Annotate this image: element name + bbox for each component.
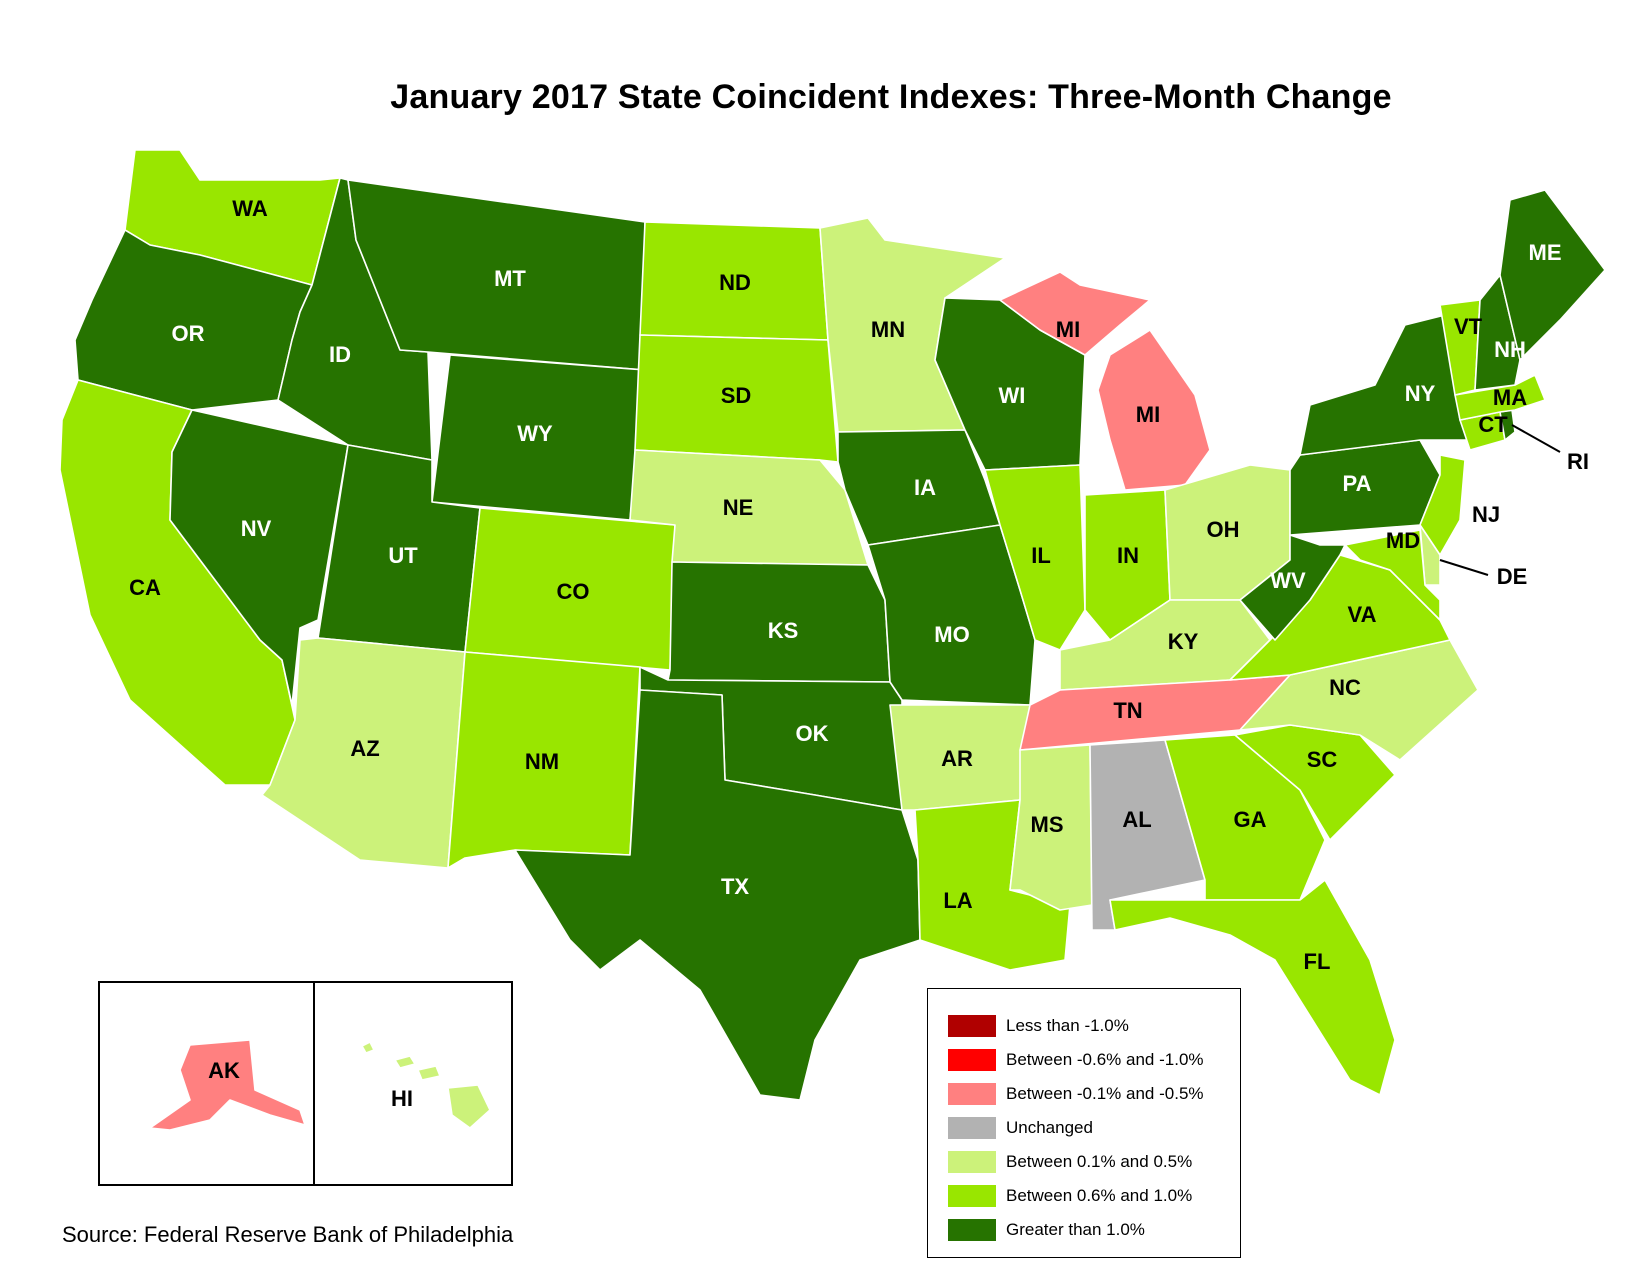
label-wi: WI [999,383,1026,408]
label-ri: RI [1567,449,1589,474]
label-mi: MI [1136,402,1160,427]
label-ga: GA [1234,807,1267,832]
legend: Less than -1.0% Between -0.6% and -1.0% Be… [927,988,1241,1258]
legend-label: Unchanged [1006,1118,1093,1137]
leader-line-de [1439,559,1489,576]
label-ak: AK [208,1058,240,1083]
label-hi: HI [391,1086,413,1111]
label-id: ID [329,342,351,367]
label-sc: SC [1307,747,1338,772]
label-me: ME [1529,240,1562,265]
legend-row: Less than -1.0% [928,1009,1240,1043]
label-ar: AR [941,746,973,771]
label-ms: MS [1031,812,1064,837]
label-nc: NC [1329,675,1361,700]
legend-label: Greater than 1.0% [1006,1220,1145,1239]
label-nv: NV [241,516,272,541]
state-me[interactable] [1499,189,1606,361]
label-de: DE [1497,564,1528,589]
label-oh: OH [1207,517,1240,542]
label-ut: UT [388,543,418,568]
state-md[interactable] [1344,529,1441,621]
label-tn: TN [1113,698,1142,723]
legend-swatch [948,1015,996,1037]
label-in: IN [1117,543,1139,568]
legend-label: Between -0.1% and -0.5% [1006,1084,1204,1103]
state-nc[interactable] [1239,639,1479,761]
label-al: AL [1122,807,1151,832]
label-nm: NM [525,749,559,774]
legend-swatch [948,1117,996,1139]
label-nj: NJ [1472,502,1500,527]
legend-swatch [948,1083,996,1105]
label-la: LA [943,888,972,913]
label-or: OR [172,321,205,346]
label-va: VA [1348,602,1377,627]
label-mi-upper: MI [1056,317,1080,342]
label-mn: MN [871,317,905,342]
label-pa: PA [1343,471,1372,496]
state-ma[interactable] [1454,374,1546,421]
legend-label: Less than -1.0% [1006,1016,1129,1035]
label-md: MD [1386,528,1420,553]
label-fl: FL [1304,949,1331,974]
label-mo: MO [934,622,969,647]
map-title: January 2017 State Coincident Indexes: T… [390,78,1392,116]
legend-row: Between -0.6% and -1.0% [928,1043,1240,1077]
state-tx[interactable] [514,689,921,1101]
legend-row: Between 0.6% and 1.0% [928,1179,1240,1213]
legend-swatch [948,1049,996,1071]
state-nh[interactable] [1474,274,1521,391]
leader-line-ri [1511,424,1561,453]
label-nh: NH [1494,337,1526,362]
label-ct: CT [1478,412,1508,437]
label-az: AZ [350,736,379,761]
source-note: Source: Federal Reserve Bank of Philadel… [62,1222,514,1247]
legend-swatch [948,1151,996,1173]
label-ok: OK [796,721,829,746]
label-ma: MA [1493,385,1527,410]
legend-label: Between 0.1% and 0.5% [1006,1152,1193,1171]
label-vt: VT [1454,314,1483,339]
label-ny: NY [1405,381,1436,406]
legend-swatch [948,1185,996,1207]
legend-row: Between 0.1% and 0.5% [928,1145,1240,1179]
legend-row: Unchanged [928,1111,1240,1145]
legend-row: Between -0.1% and -0.5% [928,1077,1240,1111]
state-fl[interactable] [1109,879,1396,1096]
state-nv[interactable] [169,409,349,706]
state-mi-upper[interactable] [999,271,1151,356]
legend-label: Between -0.6% and -1.0% [1006,1050,1204,1069]
legend-label: Between 0.6% and 1.0% [1006,1186,1193,1205]
label-mt: MT [494,266,526,291]
state-hi[interactable] [361,1041,491,1129]
label-sd: SD [721,383,752,408]
label-wa: WA [232,196,268,221]
state-il[interactable] [984,464,1086,651]
label-co: CO [557,579,590,604]
label-ne: NE [723,495,754,520]
legend-row: Greater than 1.0% [928,1213,1240,1247]
label-tx: TX [721,874,749,899]
alaska-hawaii-inset-frame [98,981,513,1186]
label-nd: ND [719,270,751,295]
state-ak[interactable] [149,1039,306,1131]
label-ca: CA [129,575,161,600]
label-ky: KY [1168,629,1199,654]
label-ia: IA [914,475,936,500]
legend-swatch [948,1219,996,1241]
label-il: IL [1031,543,1051,568]
label-wy: WY [517,421,553,446]
inset-divider [313,983,315,1184]
state-sd[interactable] [634,334,839,463]
label-wv: WV [1270,568,1306,593]
label-ks: KS [768,618,799,643]
